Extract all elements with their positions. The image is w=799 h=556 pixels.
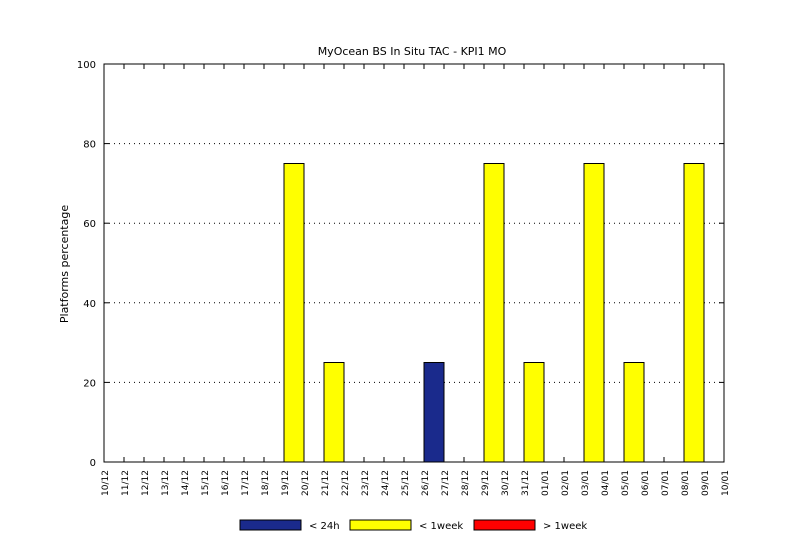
x-tick-label-14-12: 14/12 (181, 470, 191, 496)
x-tick-label-23-12: 23/12 (361, 470, 371, 496)
gridlines (104, 143, 724, 383)
x-tick-label-18-12: 18/12 (261, 470, 271, 496)
x-tick-label-19-12: 19/12 (281, 470, 291, 496)
x-tick-label-13-12: 13/12 (161, 470, 171, 496)
plot-frame (103, 63, 725, 463)
x-tick-label-28-12: 28/12 (461, 470, 471, 496)
y-tick-label-0: 0 (90, 458, 96, 469)
x-tick-label-17-12: 17/12 (241, 470, 251, 496)
axis-ticks (103, 63, 725, 463)
x-tick-label-02-01: 02/01 (561, 470, 571, 496)
x-tick-labels: 10/12 11/12 12/12 13/12 14/12 15/12 16/12 17/12… (101, 470, 731, 496)
x-tick-label-27-12: 27/12 (441, 470, 451, 496)
x-tick-label-09-01: 09/01 (701, 470, 711, 496)
bar-03-01-series-1 (583, 163, 605, 463)
x-tick-label-25-12: 25/12 (401, 470, 411, 496)
x-tick-label-08-01: 08/01 (681, 470, 691, 496)
bar-05-01-series-1 (623, 362, 645, 463)
y-tick-labels: 0 20 40 60 80 100 (77, 60, 96, 469)
legend-label-2: > 1week (543, 521, 587, 532)
bar-21-12-series-1 (323, 362, 345, 463)
legend-swatch-0 (239, 519, 302, 531)
y-tick-label-100: 100 (77, 60, 96, 71)
x-tick-label-10-12: 10/12 (101, 470, 111, 496)
bar-31-12-series-1 (523, 362, 545, 463)
chart-title: MyOcean BS In Situ TAC - KPI1 MO (318, 45, 507, 58)
x-tick-label-05-01: 05/01 (621, 470, 631, 496)
legend-swatch-2 (473, 519, 536, 531)
x-tick-label-06-01: 06/01 (641, 470, 651, 496)
x-tick-label-31-12: 31/12 (521, 470, 531, 496)
x-tick-label-04-01: 04/01 (601, 470, 611, 496)
x-tick-label-30-12: 30/12 (501, 470, 511, 496)
x-tick-label-10-01: 10/01 (721, 470, 731, 496)
bar-08-01-series-1 (683, 163, 705, 463)
x-tick-label-12-12: 12/12 (141, 470, 151, 496)
x-tick-label-07-01: 07/01 (661, 470, 671, 496)
y-axis-label: Platforms percentage (58, 205, 71, 323)
y-tick-label-80: 80 (83, 140, 96, 151)
bars (283, 163, 705, 463)
x-tick-label-20-12: 20/12 (301, 470, 311, 496)
y-tick-label-60: 60 (83, 219, 96, 230)
x-tick-label-21-12: 21/12 (321, 470, 331, 496)
y-tick-label-20: 20 (83, 378, 96, 389)
legend: < 24h < 1week > 1week (239, 519, 587, 532)
legend-label-1: < 1week (419, 521, 463, 532)
y-tick-label-40: 40 (83, 299, 96, 310)
x-tick-label-11-12: 11/12 (121, 470, 131, 496)
x-tick-label-15-12: 15/12 (201, 470, 211, 496)
legend-swatch-1 (349, 519, 412, 531)
x-tick-label-29-12: 29/12 (481, 470, 491, 496)
x-tick-label-26-12: 26/12 (421, 470, 431, 496)
bar-19-12-series-1 (283, 163, 305, 463)
x-tick-label-22-12: 22/12 (341, 470, 351, 496)
legend-label-0: < 24h (309, 521, 340, 532)
x-tick-label-16-12: 16/12 (221, 470, 231, 496)
x-tick-label-24-12: 24/12 (381, 470, 391, 496)
bar-29-12-series-1 (483, 163, 505, 463)
bar-26-12-series-0 (423, 362, 445, 463)
x-tick-label-01-01: 01/01 (541, 470, 551, 496)
x-tick-label-03-01: 03/01 (581, 470, 591, 496)
